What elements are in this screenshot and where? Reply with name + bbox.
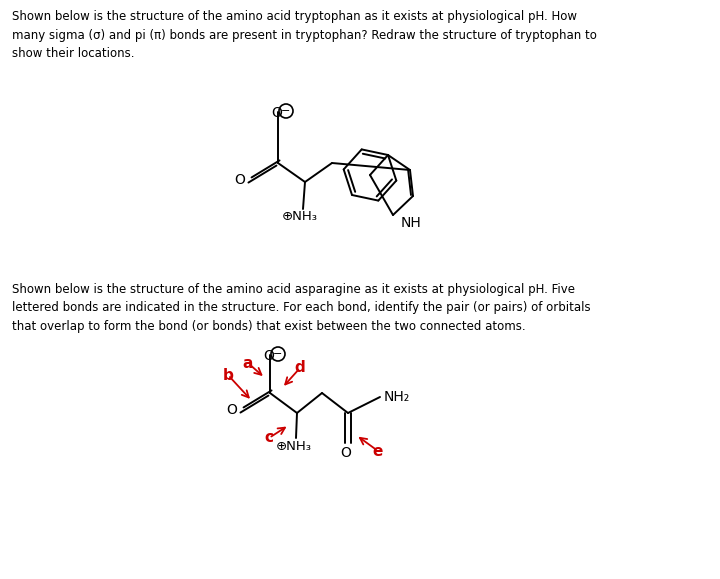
- Text: c: c: [264, 431, 274, 445]
- Text: Shown below is the structure of the amino acid tryptophan as it exists at physio: Shown below is the structure of the amin…: [12, 10, 597, 60]
- Text: NH: NH: [401, 216, 422, 230]
- Text: O: O: [271, 106, 282, 120]
- Text: −: −: [274, 349, 283, 359]
- Text: NH₂: NH₂: [384, 390, 410, 404]
- Text: O: O: [235, 173, 246, 187]
- Text: ⊕NH₃: ⊕NH₃: [282, 211, 318, 223]
- Text: b: b: [222, 368, 233, 383]
- Text: O: O: [227, 403, 238, 417]
- Text: O: O: [341, 446, 351, 460]
- Text: e: e: [373, 444, 383, 459]
- Text: ⊕NH₃: ⊕NH₃: [276, 439, 312, 453]
- Text: d: d: [294, 361, 305, 376]
- Text: −: −: [282, 106, 291, 116]
- Text: a: a: [243, 356, 253, 371]
- Text: Shown below is the structure of the amino acid asparagine as it exists at physio: Shown below is the structure of the amin…: [12, 283, 590, 333]
- Text: O: O: [264, 349, 274, 363]
